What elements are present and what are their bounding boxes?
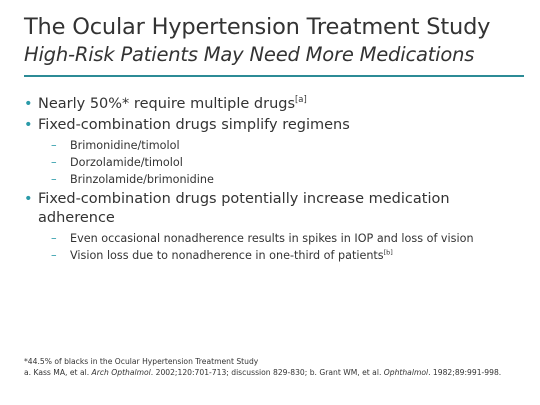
bullet-item: • Fixed-combination drugs potentially in…: [24, 190, 468, 228]
sub-bullet-text: Even occasional nonadherence results in …: [70, 232, 474, 245]
bullet-item: • Fixed-combination drugs simplify regim…: [24, 116, 524, 135]
dash-icon: –: [51, 249, 57, 262]
citation-marker: [b]: [383, 248, 393, 257]
sub-bullet-item: – Even occasional nonadherence results i…: [24, 230, 524, 247]
sub-bullet-text: Vision loss due to nonadherence in one-t…: [70, 249, 384, 262]
sub-bullet-text: Brimonidine/timolol: [70, 139, 180, 152]
ref-a-suffix: . 2002;120:701-713; discussion 829-830; …: [150, 367, 384, 377]
ref-b-journal: Ophthalmol: [383, 367, 429, 377]
citation-marker: [a]: [295, 94, 307, 105]
sub-bullet-text: Brinzolamide/brimonidine: [70, 173, 214, 186]
dash-icon: –: [51, 156, 57, 169]
sub-bullet-text: Dorzolamide/timolol: [70, 156, 183, 169]
bullet-text: Fixed-combination drugs potentially incr…: [38, 191, 450, 226]
dash-icon: –: [51, 139, 57, 152]
dash-icon: –: [51, 173, 57, 186]
bullet-dot-icon: •: [24, 117, 33, 133]
footnote-note: *44.5% of blacks in the Ocular Hypertens…: [24, 357, 259, 366]
bullet-text: Fixed-combination drugs simplify regimen…: [38, 117, 350, 133]
bullet-text: Nearly 50%* require multiple drugs: [38, 96, 296, 112]
sub-bullet-item: – Vision loss due to nonadherence in one…: [24, 247, 524, 264]
dash-icon: –: [51, 232, 57, 245]
ref-a-journal: Arch Opthalmol: [91, 367, 151, 377]
bullet-dot-icon: •: [24, 191, 33, 207]
footnote-references: a. Kass MA, et al. Arch Opthalmol. 2002;…: [24, 368, 524, 379]
ref-a-prefix: a. Kass MA, et al.: [24, 367, 92, 377]
bullet-item: • Nearly 50%* require multiple drugs[a]: [24, 95, 524, 114]
title-divider: [24, 75, 524, 77]
ref-b-suffix: . 1982;89:991-998.: [428, 367, 502, 377]
bullet-list: • Nearly 50%* require multiple drugs[a] …: [24, 95, 524, 264]
footnotes: *44.5% of blacks in the Ocular Hypertens…: [24, 357, 524, 378]
slide-subtitle: High-Risk Patients May Need More Medicat…: [24, 43, 475, 66]
sub-bullet-item: – Brimonidine/timolol: [24, 137, 524, 154]
bullet-dot-icon: •: [24, 96, 33, 112]
sub-bullet-item: – Brinzolamide/brimonidine: [24, 171, 524, 188]
sub-bullet-item: – Dorzolamide/timolol: [24, 154, 524, 171]
slide-title: The Ocular Hypertension Treatment Study: [24, 14, 491, 40]
